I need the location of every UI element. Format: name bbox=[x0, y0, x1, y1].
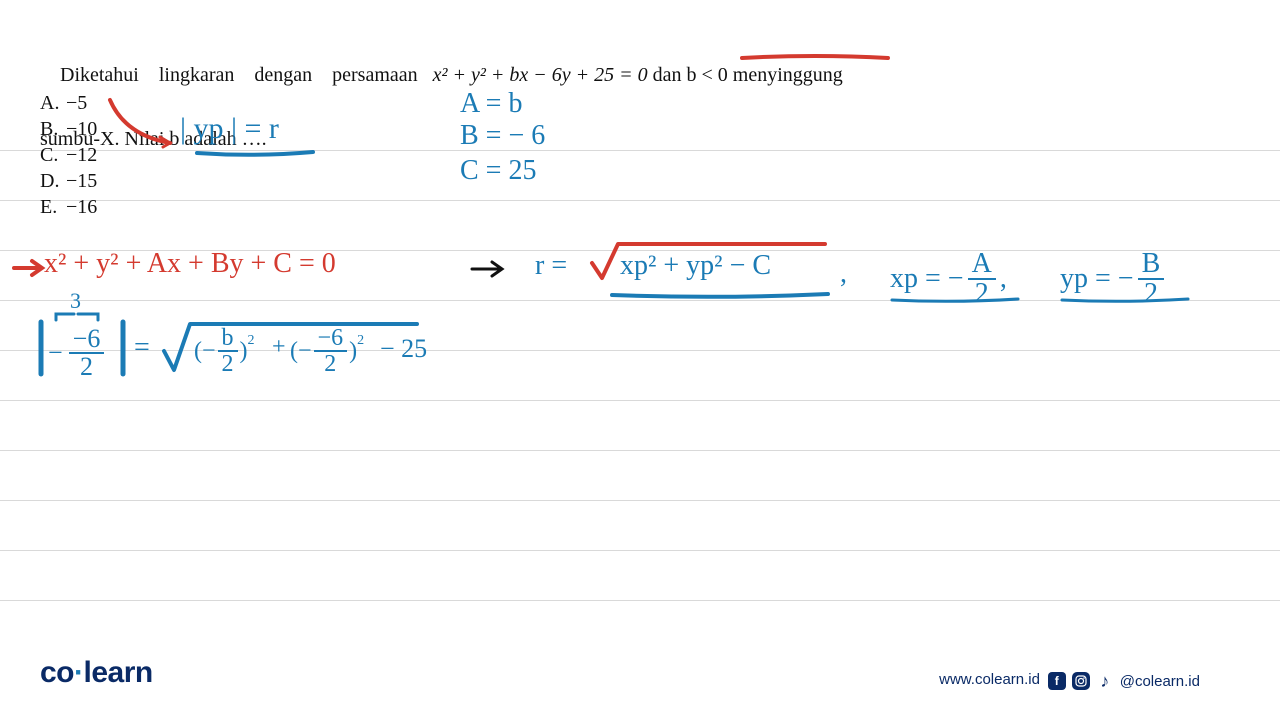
hand-yp-eq-r: | yp | = r bbox=[180, 112, 279, 146]
option-e: E.−16 bbox=[40, 196, 97, 219]
hand-sqrt2-term2: (− −6 2 ) 2 bbox=[290, 326, 364, 376]
hand-r-eq: r = bbox=[535, 250, 567, 282]
hand-eq2-eq: = bbox=[134, 332, 150, 364]
hand-sqrt2-term1: (− b 2 ) 2 bbox=[194, 326, 255, 376]
red-swoop-arrow bbox=[105, 95, 185, 150]
website-url: www.colearn.id bbox=[939, 671, 1040, 688]
black-arrow-to-r bbox=[470, 260, 506, 278]
option-c: C.−12 bbox=[40, 144, 97, 167]
facebook-icon: f bbox=[1048, 672, 1066, 690]
social-links: f ♪ @colearn.id bbox=[1048, 672, 1200, 690]
rule-line bbox=[0, 450, 1280, 451]
rule-line bbox=[0, 550, 1280, 551]
answer-options: A.−5 B.−10 C.−12 D.−15 E.−16 bbox=[40, 92, 97, 222]
hand-A-eq-b: A = b bbox=[460, 88, 522, 120]
hand-three-brace bbox=[54, 310, 100, 324]
footer: co·learn www.colearn.id f ♪ @colearn.id bbox=[40, 656, 1240, 692]
blue-underline-sqrt bbox=[610, 290, 830, 300]
blue-underline-ypr bbox=[195, 148, 315, 158]
rule-line bbox=[0, 200, 1280, 201]
rule-line bbox=[0, 400, 1280, 401]
option-b: B.−10 bbox=[40, 118, 97, 141]
option-d: D.−15 bbox=[40, 170, 97, 193]
hand-C-eq-25: C = 25 bbox=[460, 155, 536, 187]
problem-equation: x² + y² + bx − 6y + 25 = 0 bbox=[433, 64, 648, 86]
instagram-icon bbox=[1072, 672, 1090, 690]
problem-line1-pre: Diketahui lingkaran dengan persamaan bbox=[60, 64, 433, 86]
option-a: A.−5 bbox=[40, 92, 97, 115]
hand-lhs-frac: − −6 2 bbox=[48, 326, 104, 380]
rule-line bbox=[0, 600, 1280, 601]
hand-B-eq-m6: B = − 6 bbox=[460, 120, 545, 152]
abs-bar-left bbox=[36, 320, 46, 376]
rule-line bbox=[0, 500, 1280, 501]
problem-line1-post: dan b < 0 menyinggung bbox=[648, 64, 843, 86]
social-handle: @colearn.id bbox=[1120, 673, 1200, 690]
red-sqrt-1 bbox=[590, 238, 830, 283]
red-arrow-1 bbox=[12, 258, 46, 278]
brand-logo: co·learn bbox=[40, 656, 153, 689]
abs-bar-right bbox=[118, 320, 128, 376]
blue-underline-xp bbox=[890, 296, 1020, 304]
hand-minus-25: − 25 bbox=[380, 334, 427, 364]
tiktok-icon: ♪ bbox=[1096, 672, 1114, 690]
red-underline-menyinggung bbox=[740, 52, 890, 64]
hand-sqrt2-plus: + bbox=[272, 334, 286, 361]
blue-underline-yp bbox=[1060, 296, 1190, 304]
hand-comma-1: , bbox=[840, 258, 847, 290]
hand-general-eq: x² + y² + Ax + By + C = 0 bbox=[44, 248, 336, 280]
